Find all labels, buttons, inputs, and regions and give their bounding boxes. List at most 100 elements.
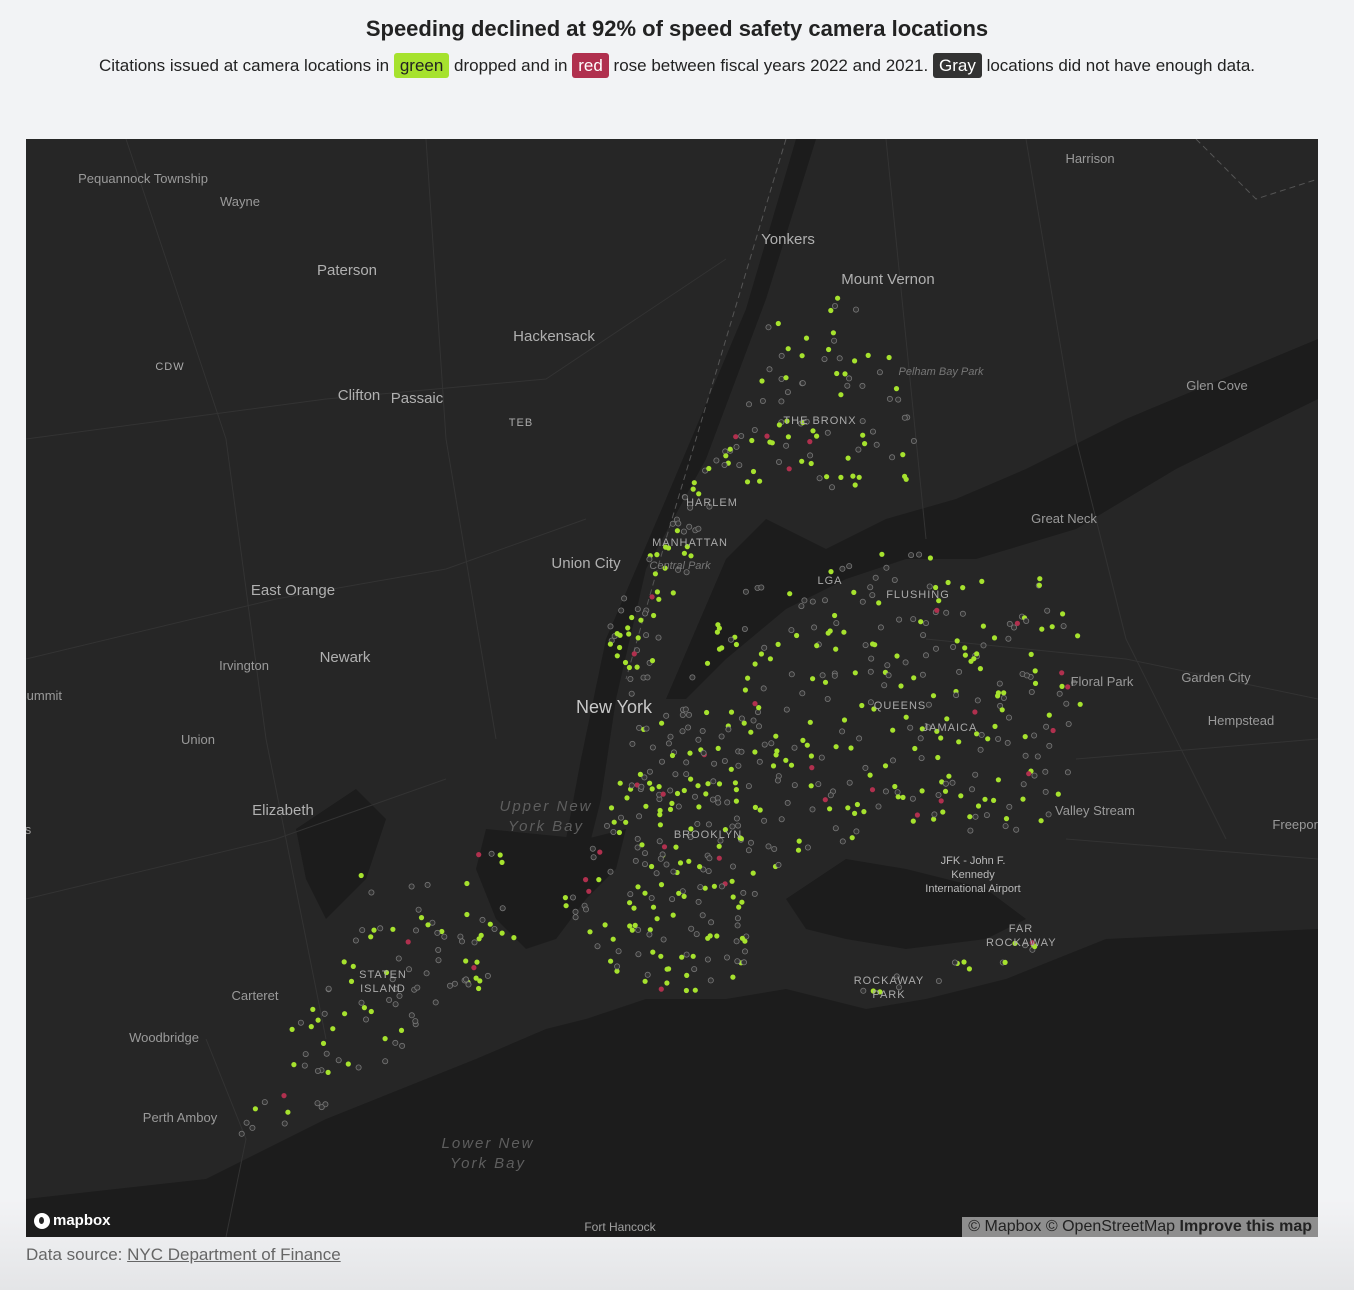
camera-dot-green[interactable] bbox=[738, 836, 744, 842]
camera-dot-green[interactable] bbox=[865, 352, 871, 358]
camera-dot-green[interactable] bbox=[674, 528, 681, 534]
camera-dot-red[interactable] bbox=[914, 812, 921, 818]
camera-dot-green[interactable] bbox=[898, 683, 904, 689]
camera-dot-gray[interactable] bbox=[688, 925, 695, 932]
camera-dot-red[interactable] bbox=[281, 1093, 287, 1099]
camera-dot-gray[interactable] bbox=[822, 597, 829, 604]
camera-dot-green[interactable] bbox=[1022, 734, 1028, 740]
camera-dot-green[interactable] bbox=[677, 860, 684, 866]
camera-dot-green[interactable] bbox=[1060, 611, 1066, 617]
camera-dot-gray[interactable] bbox=[818, 754, 825, 761]
camera-dot-gray[interactable] bbox=[949, 779, 956, 786]
camera-dot-green[interactable] bbox=[1001, 690, 1007, 696]
camera-dot-red[interactable] bbox=[631, 651, 637, 657]
camera-dot-gray[interactable] bbox=[261, 1099, 268, 1106]
camera-dot-green[interactable] bbox=[728, 766, 734, 772]
camera-dot-gray[interactable] bbox=[876, 369, 883, 376]
camera-dot-green[interactable] bbox=[995, 777, 1002, 783]
camera-dot-gray[interactable] bbox=[778, 375, 785, 382]
camera-dot-gray[interactable] bbox=[392, 1039, 399, 1046]
camera-dot-green[interactable] bbox=[368, 934, 374, 940]
camera-dot-green[interactable] bbox=[832, 612, 838, 619]
camera-dot-gray[interactable] bbox=[465, 981, 472, 988]
camera-dot-green[interactable] bbox=[361, 1005, 367, 1011]
camera-dot-green[interactable] bbox=[956, 739, 962, 745]
camera-dot-green[interactable] bbox=[879, 551, 885, 557]
camera-dot-green[interactable] bbox=[954, 638, 960, 644]
camera-dot-gray[interactable] bbox=[396, 992, 403, 999]
camera-dot-green[interactable] bbox=[856, 474, 862, 480]
camera-dot-green[interactable] bbox=[744, 479, 751, 485]
camera-dot-gray[interactable] bbox=[691, 966, 698, 973]
camera-dot-red[interactable] bbox=[1059, 670, 1065, 676]
camera-dot-gray[interactable] bbox=[408, 1012, 415, 1019]
camera-dot-gray[interactable] bbox=[358, 999, 365, 1006]
camera-dot-green[interactable] bbox=[1037, 576, 1043, 582]
camera-dot-gray[interactable] bbox=[760, 685, 767, 692]
camera-dot-green[interactable] bbox=[562, 895, 569, 901]
camera-dot-red[interactable] bbox=[809, 765, 815, 771]
camera-dot-green[interactable] bbox=[936, 598, 942, 604]
camera-dot-green[interactable] bbox=[946, 773, 952, 779]
camera-dot-gray[interactable] bbox=[853, 828, 860, 835]
camera-dot-gray[interactable] bbox=[756, 723, 763, 730]
camera-dot-gray[interactable] bbox=[446, 982, 453, 989]
camera-dot-green[interactable] bbox=[654, 589, 661, 595]
camera-dot-gray[interactable] bbox=[655, 634, 662, 641]
camera-dot-gray[interactable] bbox=[824, 696, 831, 703]
camera-dot-green[interactable] bbox=[890, 727, 896, 733]
camera-dot-green[interactable] bbox=[463, 958, 469, 964]
camera-dot-gray[interactable] bbox=[314, 1100, 321, 1107]
camera-dot-gray[interactable] bbox=[853, 306, 860, 313]
camera-dot-red[interactable] bbox=[1050, 727, 1056, 734]
camera-dot-gray[interactable] bbox=[741, 625, 748, 632]
camera-dot-gray[interactable] bbox=[635, 951, 642, 958]
camera-dot-green[interactable] bbox=[610, 936, 616, 942]
camera-dot-green[interactable] bbox=[674, 790, 681, 797]
camera-dot-green[interactable] bbox=[974, 651, 980, 657]
camera-dot-gray[interactable] bbox=[423, 970, 430, 977]
camera-dot-gray[interactable] bbox=[368, 889, 375, 896]
camera-dot-gray[interactable] bbox=[711, 760, 718, 767]
camera-dot-green[interactable] bbox=[626, 664, 633, 671]
camera-dot-gray[interactable] bbox=[829, 484, 836, 491]
camera-dot-green[interactable] bbox=[697, 864, 703, 870]
camera-dot-green[interactable] bbox=[767, 439, 773, 445]
camera-dot-green[interactable] bbox=[632, 922, 638, 929]
camera-dot-green[interactable] bbox=[642, 890, 648, 896]
camera-dot-green[interactable] bbox=[775, 320, 781, 327]
camera-dot-gray[interactable] bbox=[882, 788, 889, 795]
camera-dot-gray[interactable] bbox=[942, 780, 949, 787]
camera-dot-red[interactable] bbox=[661, 844, 668, 850]
camera-dot-gray[interactable] bbox=[972, 813, 979, 820]
camera-dot-green[interactable] bbox=[882, 763, 889, 769]
camera-dot-gray[interactable] bbox=[765, 324, 772, 331]
camera-dot-green[interactable] bbox=[733, 798, 740, 804]
camera-dot-gray[interactable] bbox=[891, 576, 898, 583]
camera-dot-green[interactable] bbox=[1020, 796, 1026, 802]
camera-dot-gray[interactable] bbox=[859, 598, 866, 605]
camera-dot-gray[interactable] bbox=[693, 931, 700, 938]
camera-dot-gray[interactable] bbox=[646, 768, 653, 775]
camera-dot-green[interactable] bbox=[944, 716, 950, 722]
camera-dot-green[interactable] bbox=[308, 1024, 314, 1030]
camera-dot-green[interactable] bbox=[804, 742, 810, 748]
camera-dot-red[interactable] bbox=[786, 466, 792, 472]
camera-dot-red[interactable] bbox=[658, 986, 664, 992]
camera-dot-gray[interactable] bbox=[627, 676, 634, 683]
camera-dot-green[interactable] bbox=[833, 646, 839, 652]
camera-dot-gray[interactable] bbox=[710, 778, 717, 785]
camera-dot-green[interactable] bbox=[962, 652, 969, 658]
camera-dot-green[interactable] bbox=[739, 899, 745, 905]
camera-dot-green[interactable] bbox=[1046, 712, 1052, 718]
camera-dot-gray[interactable] bbox=[462, 976, 469, 983]
camera-dot-green[interactable] bbox=[900, 452, 906, 458]
camera-dot-green[interactable] bbox=[657, 807, 663, 814]
camera-dot-gray[interactable] bbox=[895, 396, 902, 403]
camera-dot-green[interactable] bbox=[656, 596, 662, 602]
camera-dot-green[interactable] bbox=[390, 926, 396, 932]
camera-dot-green[interactable] bbox=[745, 675, 751, 681]
camera-dot-gray[interactable] bbox=[314, 1068, 321, 1075]
camera-dot-green[interactable] bbox=[723, 453, 729, 459]
camera-dot-green[interactable] bbox=[629, 614, 635, 621]
